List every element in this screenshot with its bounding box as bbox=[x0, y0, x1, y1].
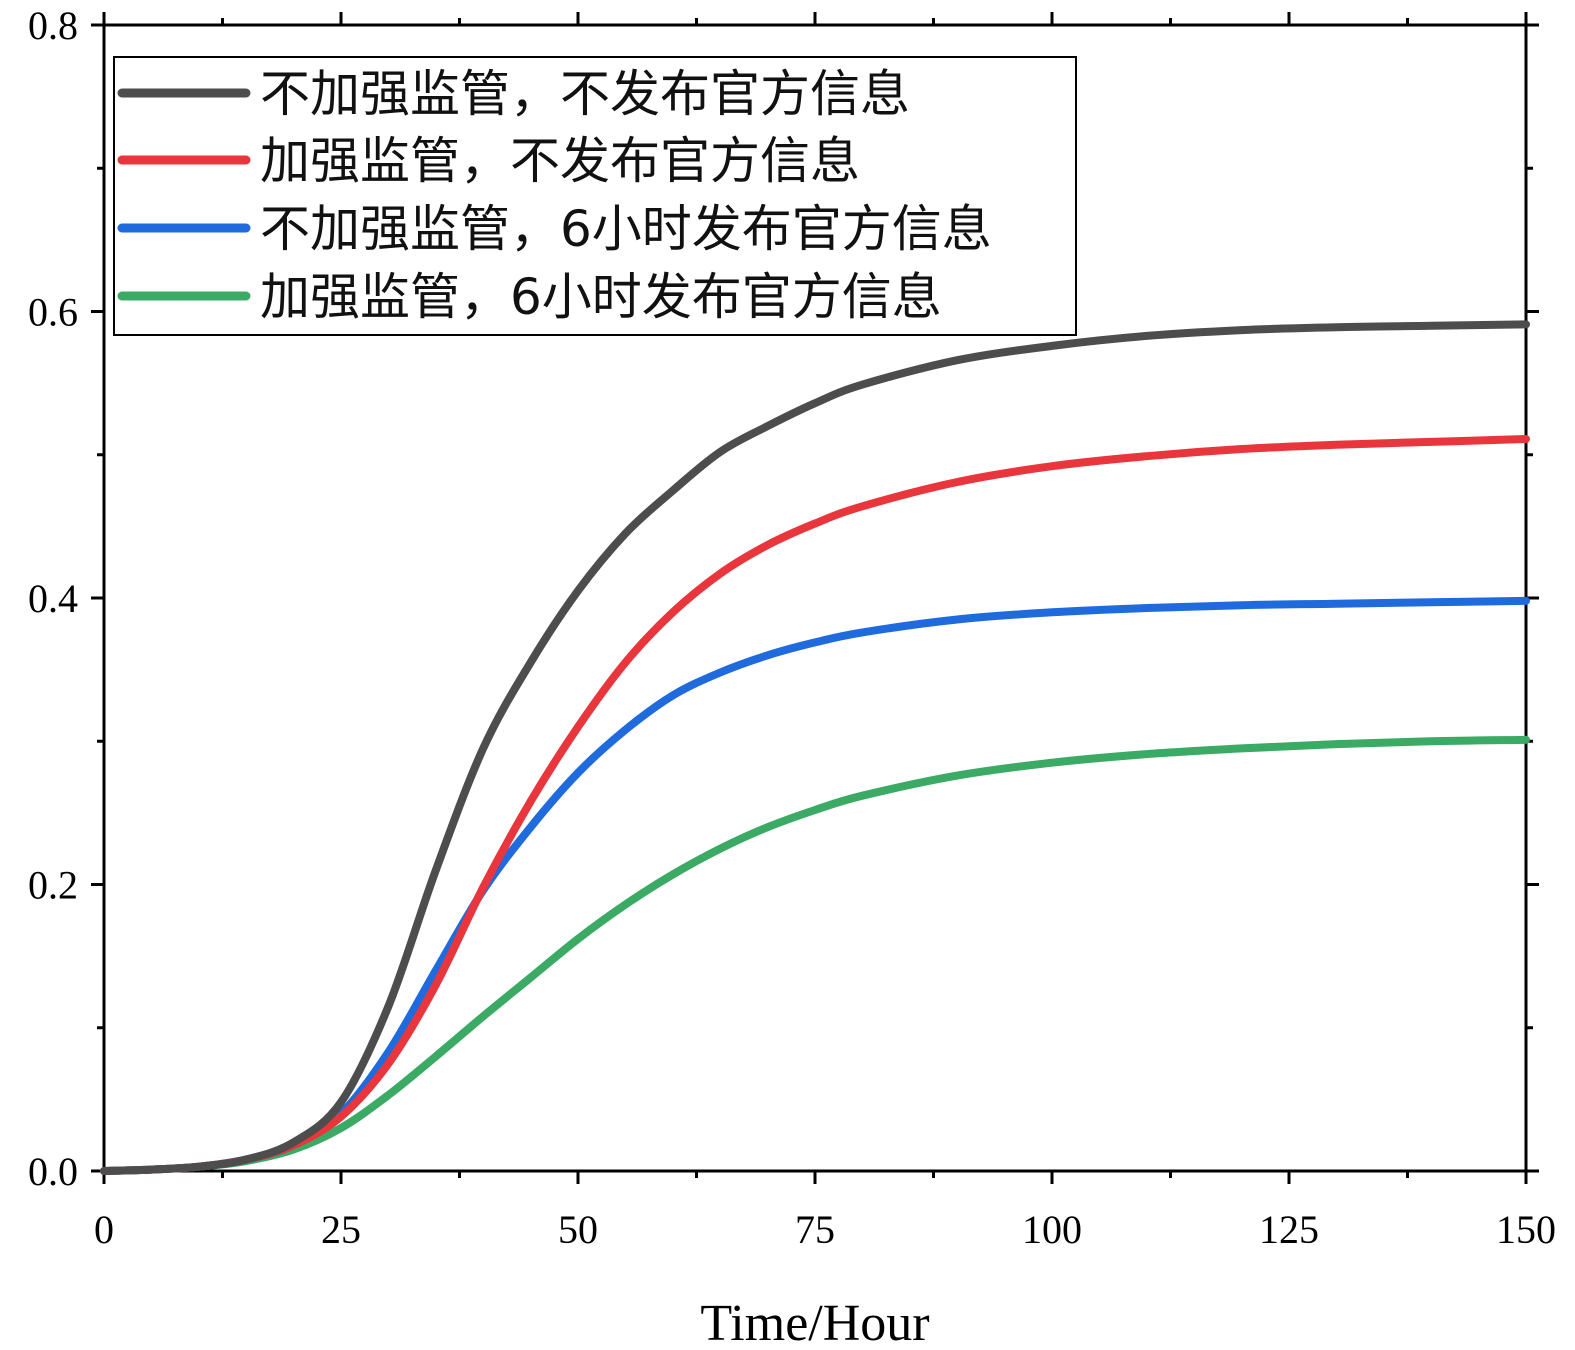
legend-label: 不加强监管，不发布官方信息 bbox=[260, 65, 910, 123]
y-tick-label: 0.4 bbox=[28, 576, 78, 621]
legend-label: 加强监管，不发布官方信息 bbox=[260, 132, 860, 190]
legend-label: 不加强监管，6小时发布官方信息 bbox=[260, 200, 992, 258]
y-tick-label: 0.2 bbox=[28, 863, 78, 908]
series-line-3 bbox=[100, 596, 1530, 1175]
x-tick-label: 150 bbox=[1496, 1207, 1556, 1252]
series-line-1 bbox=[100, 320, 1530, 1175]
y-tick-label: 0.6 bbox=[28, 290, 78, 335]
legend-label: 加强监管，6小时发布官方信息 bbox=[260, 268, 942, 326]
series-lines bbox=[100, 320, 1530, 1175]
y-tick-label: 0.0 bbox=[28, 1149, 78, 1194]
x-tick-label: 75 bbox=[795, 1207, 835, 1252]
series-line-2 bbox=[100, 435, 1530, 1175]
x-tick-label: 100 bbox=[1022, 1207, 1082, 1252]
x-tick-label: 50 bbox=[558, 1207, 598, 1252]
axis-ticks: 0 25 50 75 100 125 150 0.0 0.2 0.4 0.6 0.8 bbox=[28, 3, 1556, 1252]
x-tick-label: 25 bbox=[321, 1207, 361, 1252]
x-tick-label: 0 bbox=[94, 1207, 114, 1252]
x-tick-label: 125 bbox=[1259, 1207, 1319, 1252]
legend-box bbox=[113, 56, 1077, 336]
x-axis-title: Time/Hour bbox=[700, 1295, 929, 1350]
series-line-4 bbox=[100, 735, 1530, 1175]
legend: 不加强监管，不发布官方信息加强监管，不发布官方信息不加强监管，6小时发布官方信息… bbox=[113, 56, 1077, 336]
y-tick-label: 0.8 bbox=[28, 3, 78, 48]
